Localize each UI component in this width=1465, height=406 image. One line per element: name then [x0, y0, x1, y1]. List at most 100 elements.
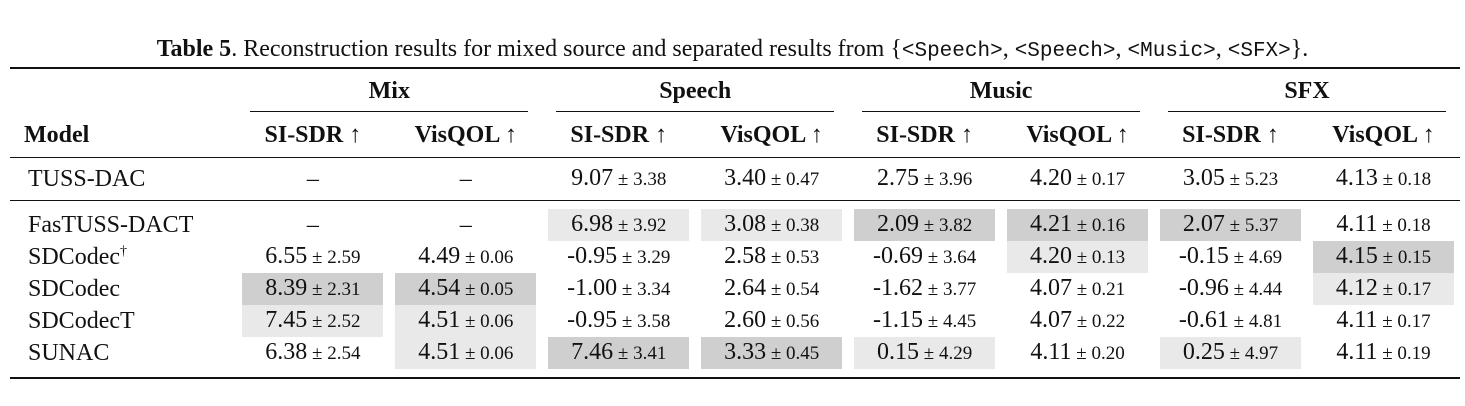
std-dev: ± 0.17: [1377, 279, 1432, 300]
highlighted-value: 2.07 ± 5.37: [1160, 209, 1301, 241]
value: 6.55 ± 2.59: [242, 241, 383, 273]
mean-value: -0.95: [567, 243, 618, 269]
value-cell: 3.33 ± 0.45: [695, 337, 848, 369]
std-dev: ± 3.34: [617, 279, 671, 300]
std-dev: ± 0.06: [460, 311, 514, 332]
std-dev: ± 0.22: [1071, 311, 1126, 332]
std-dev: ± 3.82: [919, 215, 973, 236]
mean-value: 4.12: [1335, 275, 1378, 301]
caption-text: . Reconstruction results for mixed sourc…: [231, 36, 902, 62]
highlighted-value: 8.39 ± 2.31: [242, 273, 384, 305]
std-dev: ± 4.45: [923, 311, 977, 332]
std-dev: ± 3.41: [613, 343, 667, 364]
table-row: SDCodec 8.39 ± 2.31 4.54 ± 0.05 -1.00 ± 3.3…: [10, 273, 1460, 305]
model-name-cell: SDCodecT: [10, 305, 236, 337]
value-cell: -0.15 ± 4.69: [1154, 241, 1307, 273]
value-cell: 2.09 ± 3.82: [848, 209, 1001, 241]
value: 4.11 ± 0.19: [1313, 337, 1454, 369]
value-cell: 4.13 ± 0.18: [1307, 158, 1460, 201]
value-cell: 6.98 ± 3.92: [542, 209, 695, 241]
std-dev: ± 4.29: [919, 343, 973, 364]
value: -0.69 ± 3.64: [854, 241, 995, 273]
std-dev: ± 3.92: [613, 215, 667, 236]
mean-value: 9.07: [571, 165, 614, 191]
value-cell: 3.05 ± 5.23: [1154, 158, 1307, 201]
mean-value: 4.20: [1029, 243, 1072, 269]
value: 4.49 ± 0.06: [395, 241, 536, 273]
value-cell: 4.21 ± 0.16: [1001, 209, 1154, 241]
mean-value: 7.46: [571, 339, 614, 365]
group-header-sfx: SFX: [1154, 69, 1460, 113]
results-table-wrapper: Mix Speech Music SFX Model SI-SDR ↑ VisQ…: [10, 67, 1465, 380]
value-cell: -0.96 ± 4.44: [1154, 273, 1307, 305]
mean-value: 4.13: [1335, 165, 1378, 191]
std-dev: ± 0.17: [1377, 311, 1431, 332]
std-dev: ± 3.64: [923, 247, 977, 268]
metric-header-mix-sisdr: SI-SDR ↑: [236, 113, 390, 158]
caption-source-3: <Music>: [1127, 40, 1216, 63]
mean-value: 3.33: [724, 339, 767, 365]
highlighted-value: 4.21 ± 0.16: [1007, 209, 1149, 241]
value-cell: 9.07 ± 3.38: [542, 158, 695, 201]
std-dev: ± 0.05: [460, 279, 514, 300]
group-header-speech: Speech: [542, 69, 848, 113]
mean-value: 4.07: [1029, 307, 1072, 333]
highlighted-value: 7.46 ± 3.41: [548, 337, 690, 369]
mean-value: 4.49: [418, 243, 461, 269]
metric-header-sfx-sisdr: SI-SDR ↑: [1154, 113, 1307, 158]
bottom-rule: [10, 377, 1460, 380]
value-cell: 4.07 ± 0.22: [1001, 305, 1154, 337]
mean-value: 4.11: [1336, 211, 1378, 237]
value: -0.15 ± 4.69: [1160, 241, 1301, 273]
highlighted-value: 4.51 ± 0.06: [395, 305, 537, 337]
value: 4.11 ± 0.17: [1313, 305, 1454, 337]
value-cell: 3.40 ± 0.47: [695, 158, 848, 201]
highlighted-value: 3.33 ± 0.45: [701, 337, 843, 369]
value-cell: -0.95 ± 3.29: [542, 241, 695, 273]
value-cell: -1.00 ± 3.34: [542, 273, 695, 305]
mean-value: 8.39: [265, 275, 308, 301]
highlighted-value: 4.20 ± 0.13: [1007, 241, 1149, 273]
mean-value: 3.40: [724, 165, 767, 191]
std-dev: ± 0.13: [1071, 247, 1126, 268]
table-row: SDCodecT 7.45 ± 2.52 4.51 ± 0.06 -0.95 ± 3.…: [10, 305, 1460, 337]
value: -0.95 ± 3.58: [548, 305, 689, 337]
value-cell: 4.07 ± 0.21: [1001, 273, 1154, 305]
value-cell: 7.46 ± 3.41: [542, 337, 695, 369]
value-cell: -0.69 ± 3.64: [848, 241, 1001, 273]
model-name-cell: TUSS-DAC: [10, 158, 236, 201]
std-dev: ± 0.47: [766, 169, 820, 190]
mean-value: 4.51: [418, 307, 461, 333]
mean-value: –: [459, 166, 472, 192]
value: 4.07 ± 0.21: [1007, 273, 1148, 305]
value-cell: 0.25 ± 4.97: [1154, 337, 1307, 369]
model-name: SDCodec: [28, 243, 120, 270]
caption-end: }.: [1290, 36, 1309, 62]
mean-value: 4.15: [1335, 243, 1378, 269]
value: -0.96 ± 4.44: [1160, 273, 1301, 305]
value-cell: 2.60 ± 0.56: [695, 305, 848, 337]
highlighted-value: 4.54 ± 0.05: [395, 273, 537, 305]
highlighted-value: 0.25 ± 4.97: [1160, 337, 1301, 369]
value-cell: –: [236, 158, 389, 201]
table-label: Table 5: [156, 36, 232, 62]
mean-value: 4.11: [1336, 307, 1378, 333]
mean-value: –: [306, 166, 319, 192]
mean-value: -0.61: [1178, 307, 1229, 333]
mean-value: 4.07: [1029, 275, 1072, 301]
mean-value: 6.38: [265, 339, 308, 365]
std-dev: ± 4.44: [1228, 279, 1283, 300]
std-dev: ± 3.96: [919, 169, 973, 190]
caption-source-2: <Speech>: [1014, 40, 1116, 63]
mean-value: -0.15: [1178, 243, 1229, 269]
value-cell: 2.75 ± 3.96: [848, 158, 1001, 201]
highlighted-value: 4.15 ± 0.15: [1312, 241, 1454, 273]
model-name: FasTUSS-DACT: [28, 211, 194, 238]
mean-value: 2.58: [724, 243, 767, 269]
model-name-cell: SUNAC: [10, 337, 236, 369]
model-name: SDCodecT: [28, 307, 135, 334]
value-cell: 6.55 ± 2.59: [236, 241, 389, 273]
std-dev: ± 0.56: [766, 311, 820, 332]
model-name: TUSS-DAC: [28, 166, 146, 192]
metric-header-sfx-visqol: VisQOL ↑: [1306, 113, 1460, 158]
